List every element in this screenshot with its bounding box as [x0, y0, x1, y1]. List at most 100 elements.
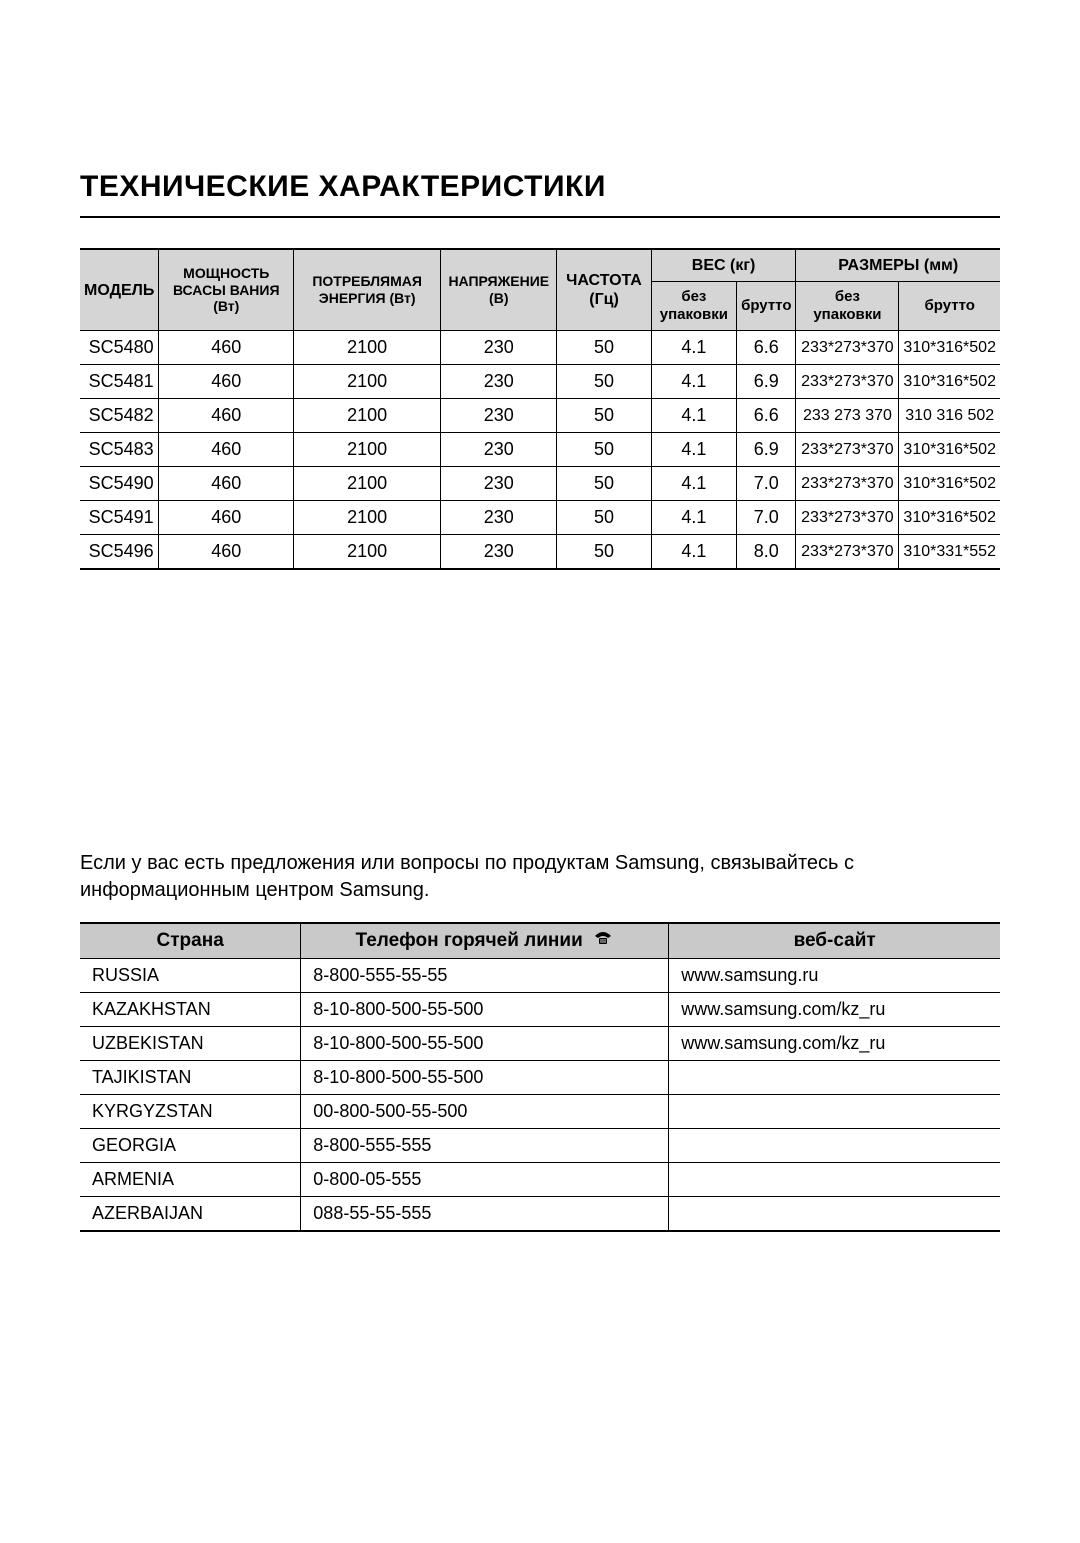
cell-website: www.samsung.ru — [669, 959, 1000, 993]
table-row: SC54904602100230504.17.0233*273*370310*3… — [80, 467, 1000, 501]
cell-voltage: 230 — [441, 467, 557, 501]
cell-country: RUSSIA — [80, 959, 301, 993]
cell-suction: 460 — [159, 331, 294, 365]
cell-d_net: 233 273 370 — [796, 399, 899, 433]
cell-phone: 8-10-800-500-55-500 — [301, 1027, 669, 1061]
cell-phone: 8-10-800-500-55-500 — [301, 993, 669, 1027]
cell-country: UZBEKISTAN — [80, 1027, 301, 1061]
cell-d_gross: 310*316*502 — [899, 467, 1000, 501]
col-phone-label: Телефон горячей линии — [356, 930, 583, 951]
table-row: SC54964602100230504.18.0233*273*370310*3… — [80, 535, 1000, 570]
contact-table: Страна Телефон горячей линии — [80, 922, 1000, 1232]
cell-freq: 50 — [557, 501, 651, 535]
cell-d_net: 233*273*370 — [796, 365, 899, 399]
contact-intro: Если у вас есть предложения или вопросы … — [80, 850, 1000, 904]
cell-model: SC5482 — [80, 399, 159, 433]
cell-w_net: 4.1 — [651, 331, 736, 365]
cell-d_gross: 310*331*552 — [899, 535, 1000, 570]
cell-suction: 460 — [159, 399, 294, 433]
cell-power: 2100 — [294, 467, 441, 501]
cell-w_gross: 6.6 — [737, 399, 796, 433]
cell-model: SC5481 — [80, 365, 159, 399]
col-country: Страна — [80, 923, 301, 959]
cell-w_net: 4.1 — [651, 433, 736, 467]
cell-suction: 460 — [159, 467, 294, 501]
heading-divider — [80, 216, 1000, 218]
col-freq: ЧАСТОТА (Гц) — [557, 249, 651, 331]
cell-country: AZERBAIJAN — [80, 1197, 301, 1232]
table-row: GEORGIA8-800-555-555 — [80, 1129, 1000, 1163]
cell-d_gross: 310*316*502 — [899, 433, 1000, 467]
table-row: KAZAKHSTAN8-10-800-500-55-500www.samsung… — [80, 993, 1000, 1027]
phone-icon — [592, 930, 614, 952]
table-row: TAJIKISTAN8-10-800-500-55-500 — [80, 1061, 1000, 1095]
cell-w_gross: 7.0 — [737, 467, 796, 501]
cell-power: 2100 — [294, 433, 441, 467]
cell-freq: 50 — [557, 467, 651, 501]
cell-website — [669, 1163, 1000, 1197]
cell-w_gross: 8.0 — [737, 535, 796, 570]
cell-website — [669, 1129, 1000, 1163]
table-row: AZERBAIJAN088-55-55-555 — [80, 1197, 1000, 1232]
cell-w_net: 4.1 — [651, 399, 736, 433]
cell-website — [669, 1197, 1000, 1232]
cell-model: SC5496 — [80, 535, 159, 570]
cell-d_net: 233*273*370 — [796, 467, 899, 501]
cell-country: GEORGIA — [80, 1129, 301, 1163]
col-suction: МОЩНОСТЬ ВСАСЫ ВАНИЯ (Вт) — [159, 249, 294, 331]
table-row: KYRGYZSTAN00-800-500-55-500 — [80, 1095, 1000, 1129]
cell-freq: 50 — [557, 399, 651, 433]
cell-freq: 50 — [557, 535, 651, 570]
cell-website: www.samsung.com/kz_ru — [669, 1027, 1000, 1061]
cell-suction: 460 — [159, 365, 294, 399]
col-weight-gross: брутто — [737, 282, 796, 331]
col-dim-net: без упаковки — [796, 282, 899, 331]
cell-voltage: 230 — [441, 399, 557, 433]
cell-model: SC5490 — [80, 467, 159, 501]
cell-country: TAJIKISTAN — [80, 1061, 301, 1095]
cell-w_gross: 6.9 — [737, 433, 796, 467]
cell-model: SC5483 — [80, 433, 159, 467]
table-row: SC54814602100230504.16.9233*273*370310*3… — [80, 365, 1000, 399]
cell-power: 2100 — [294, 501, 441, 535]
cell-model: SC5491 — [80, 501, 159, 535]
cell-website — [669, 1095, 1000, 1129]
cell-w_gross: 6.9 — [737, 365, 796, 399]
cell-d_gross: 310 316 502 — [899, 399, 1000, 433]
cell-d_net: 233*273*370 — [796, 535, 899, 570]
cell-d_net: 233*273*370 — [796, 433, 899, 467]
specs-table: МОДЕЛЬ МОЩНОСТЬ ВСАСЫ ВАНИЯ (Вт) ПОТРЕБЛ… — [80, 248, 1000, 570]
table-row: SC54804602100230504.16.6233*273*370310*3… — [80, 331, 1000, 365]
table-row: SC54824602100230504.16.6233 273 370310 3… — [80, 399, 1000, 433]
col-weight-net: без упаковки — [651, 282, 736, 331]
cell-website — [669, 1061, 1000, 1095]
cell-country: KAZAKHSTAN — [80, 993, 301, 1027]
cell-d_gross: 310*316*502 — [899, 331, 1000, 365]
col-phone: Телефон горячей линии — [301, 923, 669, 959]
cell-d_net: 233*273*370 — [796, 331, 899, 365]
cell-d_gross: 310*316*502 — [899, 501, 1000, 535]
cell-d_gross: 310*316*502 — [899, 365, 1000, 399]
cell-w_net: 4.1 — [651, 535, 736, 570]
cell-freq: 50 — [557, 365, 651, 399]
cell-phone: 8-800-555-55-55 — [301, 959, 669, 993]
cell-power: 2100 — [294, 399, 441, 433]
cell-voltage: 230 — [441, 535, 557, 570]
cell-w_gross: 6.6 — [737, 331, 796, 365]
cell-suction: 460 — [159, 433, 294, 467]
col-dim-gross: брутто — [899, 282, 1000, 331]
table-row: RUSSIA8-800-555-55-55www.samsung.ru — [80, 959, 1000, 993]
table-row: SC54834602100230504.16.9233*273*370310*3… — [80, 433, 1000, 467]
cell-voltage: 230 — [441, 433, 557, 467]
cell-d_net: 233*273*370 — [796, 501, 899, 535]
cell-suction: 460 — [159, 535, 294, 570]
cell-w_net: 4.1 — [651, 501, 736, 535]
col-voltage: НАПРЯЖЕНИЕ (В) — [441, 249, 557, 331]
cell-phone: 088-55-55-555 — [301, 1197, 669, 1232]
cell-freq: 50 — [557, 433, 651, 467]
cell-country: ARMENIA — [80, 1163, 301, 1197]
cell-w_net: 4.1 — [651, 467, 736, 501]
cell-phone: 8-800-555-555 — [301, 1129, 669, 1163]
cell-w_net: 4.1 — [651, 365, 736, 399]
cell-power: 2100 — [294, 365, 441, 399]
